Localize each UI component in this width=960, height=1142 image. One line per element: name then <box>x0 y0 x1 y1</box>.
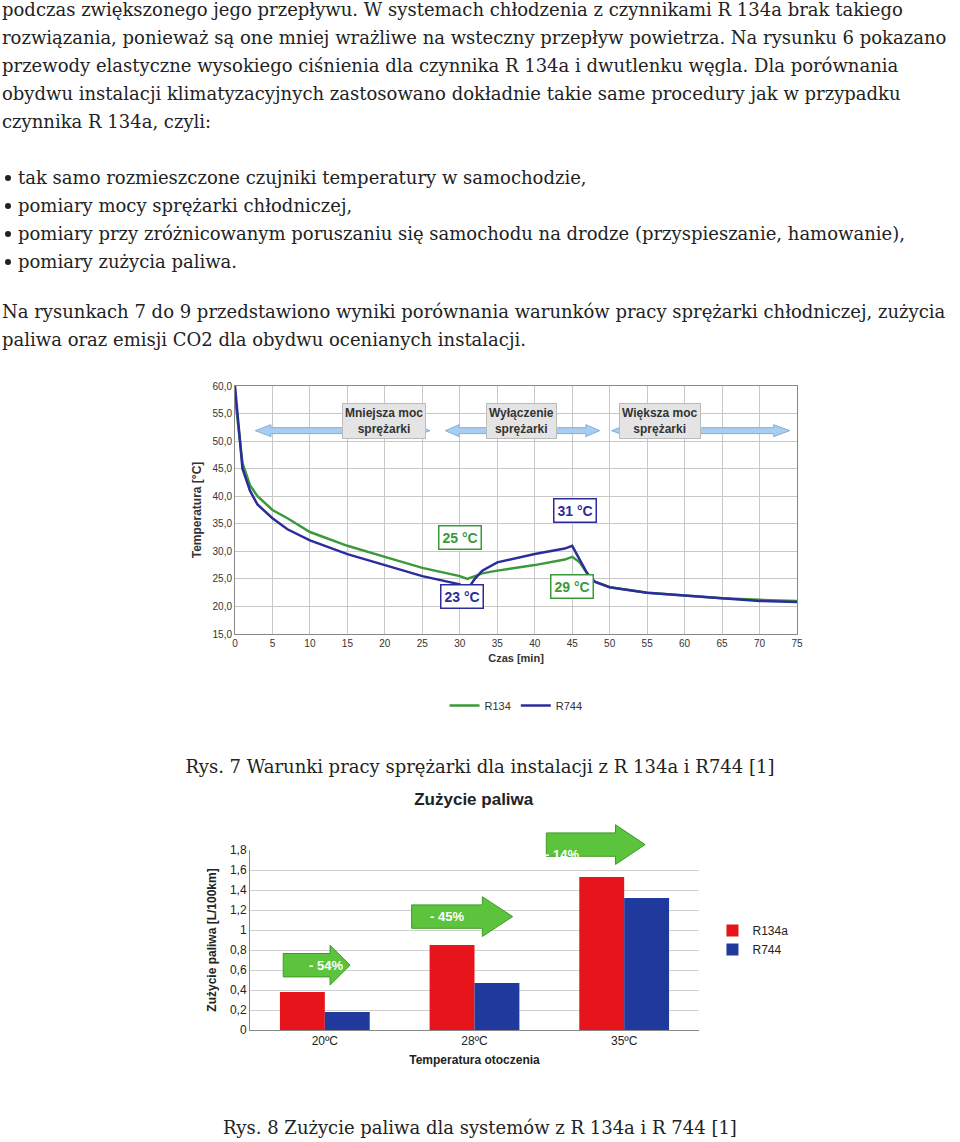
svg-text:- 45%: - 45% <box>430 909 464 924</box>
svg-text:- 14%: - 14% <box>545 847 579 862</box>
svg-text:55,0: 55,0 <box>213 408 233 419</box>
svg-text:40: 40 <box>529 638 541 649</box>
svg-text:1,2: 1,2 <box>230 903 247 917</box>
svg-text:35: 35 <box>492 638 504 649</box>
svg-text:5: 5 <box>270 638 276 649</box>
svg-text:29 °C: 29 °C <box>555 579 590 595</box>
svg-text:R744: R744 <box>752 943 781 957</box>
svg-text:0,2: 0,2 <box>230 1003 247 1017</box>
svg-text:60: 60 <box>679 638 691 649</box>
svg-text:10: 10 <box>304 638 316 649</box>
svg-text:20ºC: 20ºC <box>312 1034 339 1048</box>
html-text:pomiary przy zróżnicowanym por: pomiary przy zróżnicowanym poruszaniu si… <box>18 223 905 244</box>
svg-text:1,4: 1,4 <box>230 883 247 897</box>
svg-text:28ºC: 28ºC <box>461 1034 488 1048</box>
svg-text:50: 50 <box>604 638 616 649</box>
svg-text:Mniejsza mocsprężarki: Mniejsza mocsprężarki <box>345 406 423 436</box>
svg-text:25: 25 <box>417 638 429 649</box>
html-text:tak samo rozmieszczone czujnik: tak samo rozmieszczone czujniki temperat… <box>18 167 587 188</box>
svg-text:35ºC: 35ºC <box>611 1034 638 1048</box>
svg-text:Temperatura otoczenia: Temperatura otoczenia <box>409 1053 540 1067</box>
html-text:Na rysunkach 7 do 9 przedstawi: Na rysunkach 7 do 9 przedstawiono wyniki… <box>2 301 946 350</box>
html-text:Rys. 7 Warunki pracy sprężarki: Rys. 7 Warunki pracy sprężarki dla insta… <box>185 756 775 777</box>
svg-text:Temperatura [°C]: Temperatura [°C] <box>190 462 204 559</box>
html-text:pomiary mocy sprężarki chłodni: pomiary mocy sprężarki chłodniczej, <box>18 195 353 216</box>
svg-text:20,0: 20,0 <box>213 601 233 612</box>
svg-text:50,0: 50,0 <box>213 436 233 447</box>
svg-text:Zużycie paliwa [L/100km]: Zużycie paliwa [L/100km] <box>205 868 219 1011</box>
svg-text:75: 75 <box>791 638 803 649</box>
svg-text:30,0: 30,0 <box>213 546 233 557</box>
svg-text:1,6: 1,6 <box>230 863 247 877</box>
svg-text:60,0: 60,0 <box>213 381 233 392</box>
svg-text:30: 30 <box>454 638 466 649</box>
svg-text:R744: R744 <box>556 700 582 712</box>
svg-text:1: 1 <box>240 923 247 937</box>
svg-text:R134: R134 <box>485 700 511 712</box>
svg-text:15,0: 15,0 <box>213 629 233 640</box>
svg-text:1,8: 1,8 <box>230 843 247 857</box>
svg-text:0: 0 <box>232 638 238 649</box>
svg-text:31 °C: 31 °C <box>558 503 593 519</box>
svg-text:45,0: 45,0 <box>213 463 233 474</box>
html-text:pomiary zużycia paliwa.: pomiary zużycia paliwa. <box>18 251 238 272</box>
svg-text:0,6: 0,6 <box>230 963 247 977</box>
svg-text:0: 0 <box>240 1023 247 1037</box>
svg-text:Czas [min]: Czas [min] <box>488 652 544 664</box>
svg-text:55: 55 <box>642 638 654 649</box>
svg-text:23 °C: 23 °C <box>445 589 480 605</box>
svg-text:25 °C: 25 °C <box>443 530 478 546</box>
svg-text:40,0: 40,0 <box>213 491 233 502</box>
svg-text:35,0: 35,0 <box>213 518 233 529</box>
svg-text:- 54%: - 54% <box>309 958 343 973</box>
svg-text:R134a: R134a <box>752 924 788 938</box>
html-text:podczas zwiększonego jego prze: podczas zwiększonego jego przepływu. W s… <box>2 0 947 132</box>
svg-text:Wyłączeniesprężarki: Wyłączeniesprężarki <box>489 406 554 436</box>
svg-text:15: 15 <box>342 638 354 649</box>
svg-text:25,0: 25,0 <box>213 573 233 584</box>
svg-text:Większa mocsprężarki: Większa mocsprężarki <box>622 406 698 436</box>
svg-text:70: 70 <box>754 638 766 649</box>
svg-text:0,8: 0,8 <box>230 943 247 957</box>
svg-text:Zużycie paliwa: Zużycie paliwa <box>414 790 534 809</box>
html-text:Rys. 8 Zużycie paliwa dla syst: Rys. 8 Zużycie paliwa dla systemów z R 1… <box>223 1117 737 1138</box>
svg-text:45: 45 <box>567 638 579 649</box>
svg-text:20: 20 <box>379 638 391 649</box>
svg-text:65: 65 <box>717 638 729 649</box>
svg-text:0,4: 0,4 <box>230 983 247 997</box>
